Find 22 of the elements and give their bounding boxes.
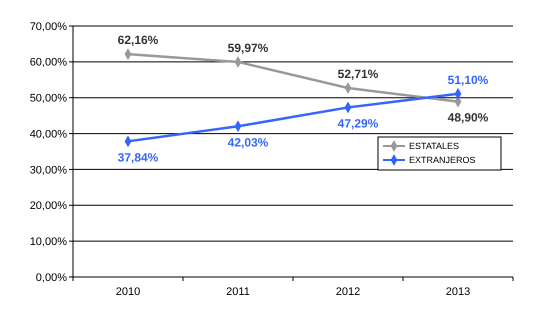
x-tick-label: 2013 (446, 286, 470, 298)
y-tick-label: 0,00% (36, 272, 68, 284)
data-label: 42,03% (228, 135, 269, 150)
y-tick-label: 50,00% (30, 92, 68, 105)
y-tick-label: 70,00% (30, 20, 68, 33)
data-label: 59,97% (228, 40, 269, 55)
data-label: 52,71% (338, 66, 379, 81)
x-tick-label: 2012 (336, 286, 360, 298)
legend-label: EXTRANJEROS (409, 155, 476, 166)
legend-label: ESTATALES (409, 141, 460, 152)
y-tick-label: 30,00% (30, 164, 68, 176)
x-tick-label: 2011 (226, 286, 250, 298)
y-tick-label: 10,00% (30, 236, 68, 248)
y-tick-label: 60,00% (30, 56, 68, 69)
data-label: 48,90% (448, 110, 489, 125)
x-tick-label: 2010 (116, 286, 140, 298)
y-tick-label: 20,00% (30, 200, 68, 212)
data-label: 62,16% (118, 33, 159, 48)
data-label: 37,84% (118, 150, 159, 164)
y-tick-label: 40,00% (30, 128, 68, 140)
data-label: 47,29% (338, 116, 379, 130)
data-label: 51,10% (448, 72, 489, 87)
